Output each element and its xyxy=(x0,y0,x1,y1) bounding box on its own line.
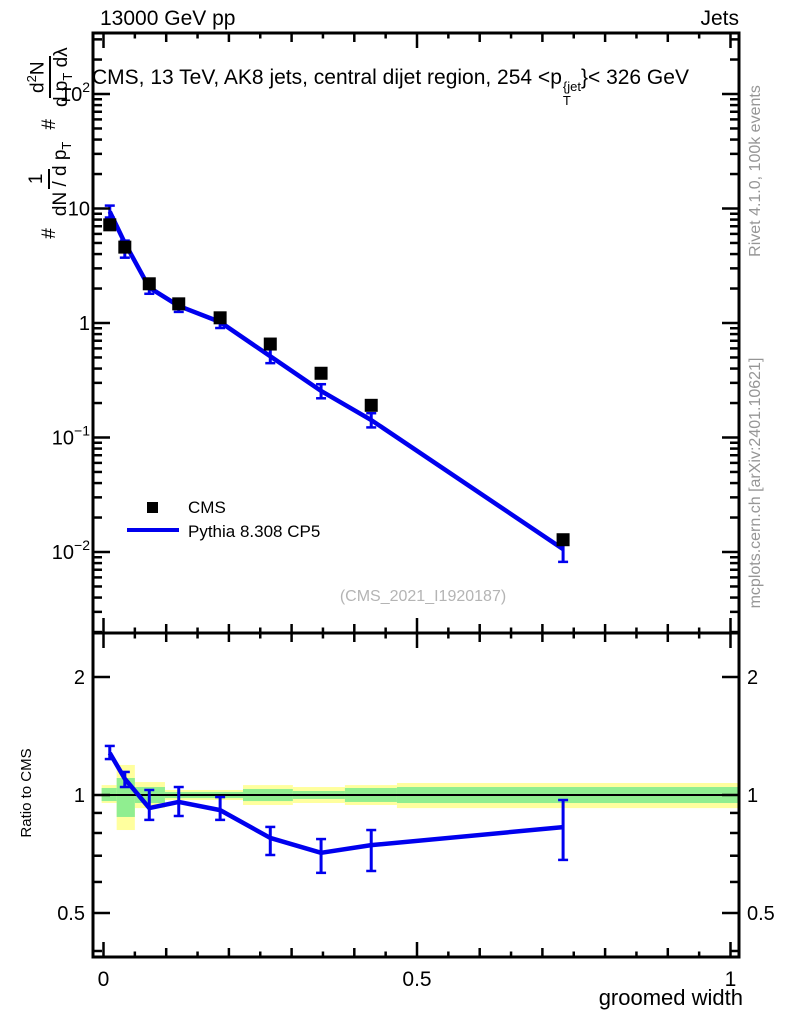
side-note-source: mcplots.cern.ch [arXiv:2401.10621] xyxy=(747,357,764,609)
plot-title-suffix: }< 326 GeV xyxy=(580,66,689,89)
y-title-fraction-1: 1 dN / d pT xyxy=(25,141,74,217)
pt-superscript: {jet xyxy=(562,79,581,94)
cms-data-point xyxy=(314,366,328,380)
cms-data-point xyxy=(263,337,277,351)
plot-title: CMS, 13 TeV, AK8 jets, central dijet reg… xyxy=(92,66,689,107)
ratio-y-tick-label: 1 xyxy=(74,785,85,807)
y-title-hash: # xyxy=(39,119,60,130)
legend-item-pythia: Pythia 8.308 CP5 xyxy=(188,522,321,541)
legend-square-marker xyxy=(147,502,158,513)
beam-energy-label: 13000 GeV pp xyxy=(100,7,236,30)
cms-data-point xyxy=(172,297,186,311)
ratio-y-tick-label-right: 0.5 xyxy=(747,903,775,925)
watermark: (CMS_2021_I1920187) xyxy=(339,588,507,605)
cms-data-point xyxy=(103,218,117,232)
x-tick-label: 0.5 xyxy=(402,968,431,991)
cms-data-point xyxy=(556,533,570,547)
y-tick-label: 10 xyxy=(68,199,90,221)
ratio-y-tick-label-right: 2 xyxy=(747,667,758,689)
y-tick-label: 10−1 xyxy=(52,423,90,450)
cms-data-point xyxy=(364,398,378,412)
pt-subscript: T xyxy=(562,92,571,108)
plot-title-text: CMS, 13 TeV, AK8 jets, central dijet reg… xyxy=(92,66,562,89)
x-axis-title: groomed width xyxy=(598,985,743,1010)
cms-data-point xyxy=(118,240,132,254)
y-title-fraction-2: d2N d pT dλ xyxy=(23,47,75,108)
x-tick-label: 1 xyxy=(725,968,737,991)
legend: CMS Pythia 8.308 CP5 xyxy=(127,495,407,547)
legend-line-marker xyxy=(127,528,179,532)
cms-data-point xyxy=(213,311,227,325)
x-tick-label: 0 xyxy=(98,968,110,991)
y-title-hash: # xyxy=(39,228,60,239)
cms-data-point xyxy=(142,277,156,291)
y-tick-label: 10−2 xyxy=(52,537,90,564)
side-note-generator: Rivet 4.1.0, 100k events xyxy=(747,85,764,257)
pt-superscript-subscript: {jet T xyxy=(563,80,581,107)
ratio-y-tick-label: 0.5 xyxy=(57,903,85,925)
y-tick-label: 1 xyxy=(79,313,90,335)
y-axis-title: # 1 dN / d pT # d2N d pT dλ xyxy=(0,0,100,292)
legend-item-cms: CMS xyxy=(188,498,226,517)
ratio-y-tick-label: 2 xyxy=(74,667,85,689)
analysis-group-label: Jets xyxy=(700,7,739,30)
ratio-y-tick-label-right: 1 xyxy=(747,785,758,807)
ratio-y-axis-label: Ratio to CMS xyxy=(18,748,35,838)
